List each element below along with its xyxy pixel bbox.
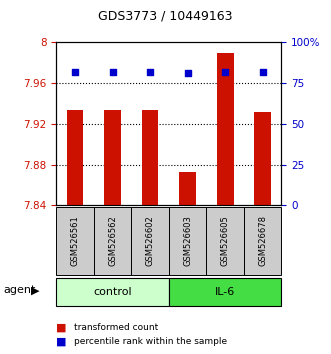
Text: percentile rank within the sample: percentile rank within the sample — [74, 337, 228, 346]
Text: IL-6: IL-6 — [215, 287, 235, 297]
Bar — [142, 110, 159, 205]
Point — [147, 69, 153, 75]
Text: transformed count: transformed count — [74, 323, 159, 332]
FancyBboxPatch shape — [56, 278, 169, 306]
Text: GSM526602: GSM526602 — [146, 215, 155, 266]
FancyBboxPatch shape — [169, 278, 281, 306]
Text: agent: agent — [3, 285, 36, 295]
Point — [110, 69, 115, 75]
Text: GSM526678: GSM526678 — [258, 215, 267, 266]
FancyBboxPatch shape — [207, 207, 244, 275]
Bar — [216, 53, 233, 205]
Point — [185, 70, 190, 76]
Text: GSM526561: GSM526561 — [71, 215, 79, 266]
FancyBboxPatch shape — [169, 207, 206, 275]
Text: GDS3773 / 10449163: GDS3773 / 10449163 — [98, 10, 233, 22]
Point — [72, 69, 78, 75]
Bar — [104, 110, 121, 205]
Text: GSM526605: GSM526605 — [220, 215, 230, 266]
Text: ■: ■ — [56, 322, 67, 332]
Text: ■: ■ — [56, 337, 67, 347]
Text: ▶: ▶ — [31, 285, 40, 295]
Bar — [254, 112, 271, 205]
Point — [260, 69, 265, 75]
Bar — [67, 110, 83, 205]
Text: control: control — [93, 287, 132, 297]
Bar — [179, 172, 196, 205]
FancyBboxPatch shape — [131, 207, 169, 275]
FancyBboxPatch shape — [56, 207, 94, 275]
FancyBboxPatch shape — [244, 207, 281, 275]
Point — [222, 69, 228, 75]
Text: GSM526603: GSM526603 — [183, 215, 192, 266]
Text: GSM526562: GSM526562 — [108, 215, 117, 266]
FancyBboxPatch shape — [94, 207, 131, 275]
